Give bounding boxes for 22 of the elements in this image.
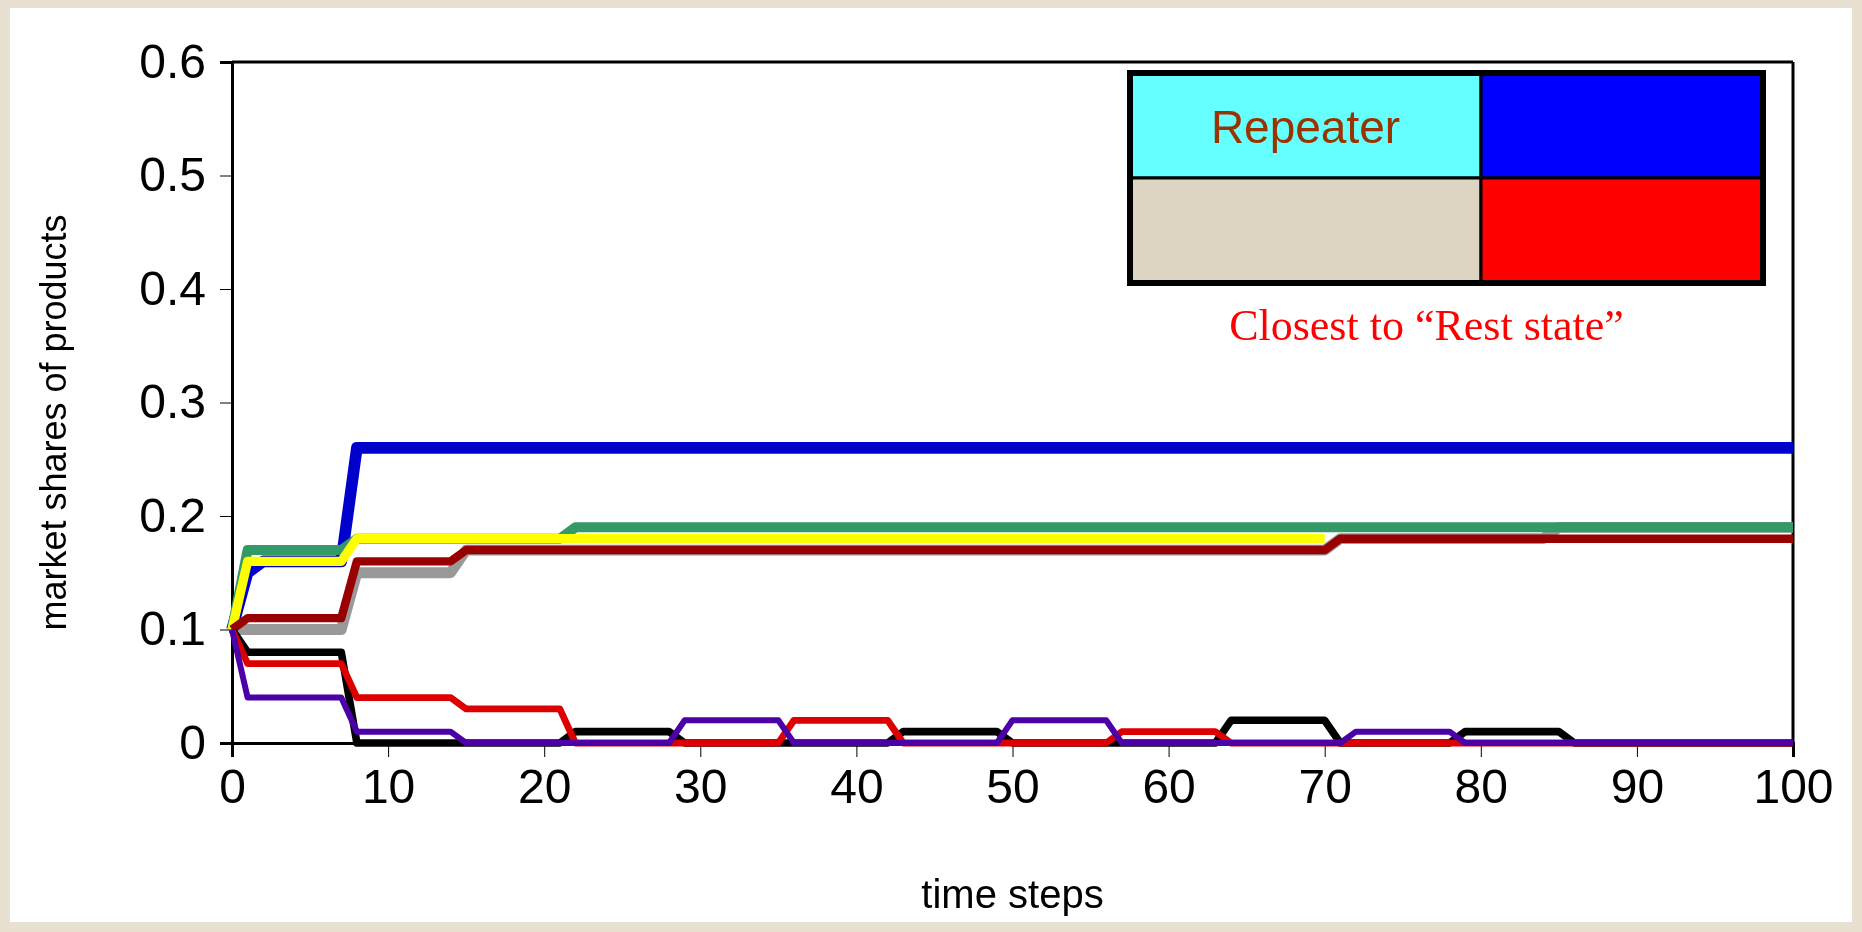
x-tick-label: 100 [1753,760,1834,814]
x-tick-label: 90 [1610,760,1665,814]
x-tick-label: 20 [518,760,572,814]
y-tick-label: 0.2 [139,488,206,542]
annotation: Repeater [1210,101,1401,153]
x-tick-label: 60 [1142,760,1196,814]
x-axis-title: time steps [921,872,1104,916]
x-tick-label: 80 [1454,760,1508,814]
y-tick-label: 0.4 [139,261,206,315]
x-tick-label: 70 [1298,760,1352,814]
y-tick-label: 0.1 [139,602,206,656]
y-tick-label: 0.6 [139,34,206,88]
y-tick-label: 0.3 [139,375,206,429]
x-tick-label: 40 [830,760,884,814]
y-tick-label: 0 [179,715,206,769]
annotation: Closest to “Rest state” [1229,301,1624,350]
x-tick-label: 30 [674,760,728,814]
x-tick-label: 0 [219,760,246,814]
y-tick-label: 0.5 [139,148,206,202]
x-tick-label: 50 [986,760,1040,814]
x-tick-label: 10 [361,760,416,814]
y-axis-title: market shares of products [33,214,74,631]
